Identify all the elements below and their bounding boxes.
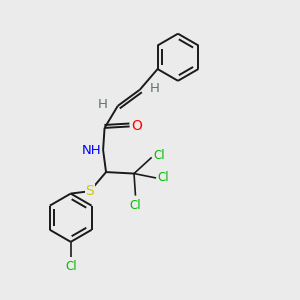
Text: H: H — [150, 82, 160, 95]
Text: Cl: Cl — [130, 199, 141, 212]
Text: O: O — [131, 119, 142, 134]
Text: H: H — [98, 98, 107, 111]
Text: NH: NH — [82, 143, 102, 157]
Text: Cl: Cl — [153, 149, 165, 162]
Text: S: S — [85, 184, 94, 198]
Text: Cl: Cl — [158, 172, 169, 184]
Text: Cl: Cl — [65, 260, 76, 272]
